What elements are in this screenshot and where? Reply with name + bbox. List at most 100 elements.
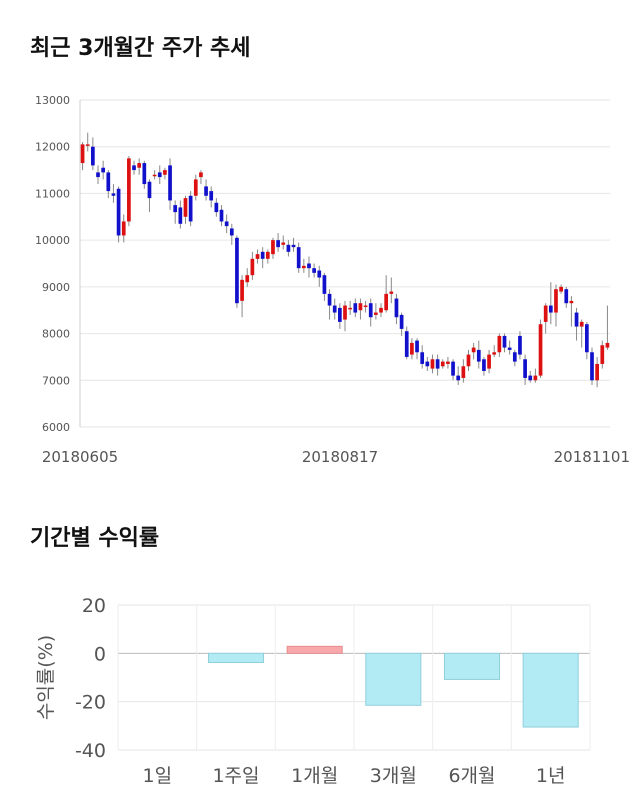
candle-body xyxy=(492,352,497,355)
candle-body xyxy=(224,221,229,227)
return-bar-5 xyxy=(443,652,501,680)
y-tick-label: 8000 xyxy=(42,328,70,341)
candle-body xyxy=(80,144,85,164)
x-category-label: 1개월 xyxy=(291,765,338,787)
candle-body xyxy=(332,305,337,313)
candle-body xyxy=(518,335,522,355)
candle-body xyxy=(600,345,605,364)
candle-body xyxy=(523,359,527,378)
y-tick-label: 0 xyxy=(94,643,106,665)
x-tick-label: 20180605 xyxy=(42,448,118,466)
candle-body xyxy=(178,207,183,224)
candle-body xyxy=(435,359,440,369)
x-tick-label: 20180817 xyxy=(302,448,378,466)
candle-body xyxy=(106,172,111,192)
candle-body xyxy=(363,305,368,308)
candle-body xyxy=(265,251,270,259)
candle-body xyxy=(219,209,224,222)
candle-body xyxy=(101,167,106,173)
candle-body xyxy=(368,303,373,318)
candle-body xyxy=(343,305,347,320)
candle-body xyxy=(456,375,461,381)
candle-body xyxy=(204,186,208,196)
candle-body xyxy=(579,321,584,327)
period-return-bar-chart: -40 -20 0 20 1일 1주일 1개월 3개월 6개월 1년 수익률(%) xyxy=(35,595,591,787)
y-tick-label: 12000 xyxy=(35,141,70,154)
y-tick-label: 20 xyxy=(82,595,106,617)
candle-body xyxy=(296,247,301,269)
candle-body xyxy=(543,305,548,322)
x-category-label: 6개월 xyxy=(448,765,495,787)
candle-body xyxy=(214,202,219,213)
y-tick-label: 7000 xyxy=(42,374,70,387)
candle-body xyxy=(590,352,594,381)
candle-body xyxy=(163,170,167,175)
candle-body xyxy=(312,268,316,273)
candle-body xyxy=(121,221,126,236)
candle-body xyxy=(358,303,363,311)
y-tick-label: 11000 xyxy=(35,187,70,200)
candle-body xyxy=(116,188,121,236)
candle-body xyxy=(538,324,543,376)
candle-body xyxy=(322,275,327,294)
candle-body xyxy=(440,361,445,367)
candle-body xyxy=(199,172,203,178)
candle-body xyxy=(173,205,178,213)
candle-body xyxy=(554,289,558,313)
candle-body xyxy=(451,361,455,376)
candle-body xyxy=(374,312,378,315)
candle-body xyxy=(255,254,260,259)
candle-body xyxy=(188,195,193,222)
candle-body xyxy=(111,193,116,196)
candle-body xyxy=(147,181,152,199)
candle-body xyxy=(157,172,162,178)
candle-body xyxy=(461,366,466,378)
candle-body xyxy=(317,270,322,278)
candle-body xyxy=(497,335,502,353)
candle-body xyxy=(286,244,291,252)
y-tick-label: 6000 xyxy=(42,421,70,434)
candle-body xyxy=(183,198,188,217)
candle-body xyxy=(281,242,286,245)
candle-body xyxy=(548,305,553,313)
candle-body xyxy=(137,163,142,168)
return-bar-2 xyxy=(207,652,265,664)
candle-body xyxy=(327,293,332,306)
candle-body xyxy=(430,359,435,369)
x-tick-label: 20181101 xyxy=(554,448,630,466)
return-bar-4 xyxy=(365,652,422,706)
candle-body xyxy=(410,342,414,355)
candle-body xyxy=(574,312,579,327)
candle-body xyxy=(466,354,471,367)
candle-body xyxy=(193,179,198,196)
candle-body xyxy=(394,298,399,318)
candle-body xyxy=(399,314,404,329)
candle-body xyxy=(132,165,136,171)
candle-body xyxy=(425,361,430,367)
candle-body xyxy=(152,174,157,177)
candle-body xyxy=(389,291,394,294)
y-tick-label: -20 xyxy=(75,692,106,714)
x-category-label: 1주일 xyxy=(212,765,259,787)
y-tick-label: 9000 xyxy=(42,281,70,294)
price-candlestick-chart: 6000 7000 8000 9000 10000 11000 12000 13000 2018… xyxy=(35,94,630,466)
y-axis-label: 수익률(%) xyxy=(35,635,57,720)
candle-body xyxy=(229,228,234,236)
period-return-title: 기간별 수익률 xyxy=(30,526,160,551)
return-bar-6 xyxy=(522,652,579,728)
candle-body xyxy=(533,375,538,381)
candle-body xyxy=(291,244,296,248)
candle-body xyxy=(209,191,214,201)
candle-body xyxy=(301,265,306,269)
candle-body xyxy=(271,240,275,255)
candle-body xyxy=(127,158,131,222)
candle-body xyxy=(379,307,383,313)
candle-body xyxy=(404,331,409,357)
candle-body xyxy=(353,303,358,313)
candle-body xyxy=(482,359,486,371)
candle-body xyxy=(260,251,265,259)
y-tick-label: 10000 xyxy=(35,234,70,247)
candle-body xyxy=(348,307,352,310)
candle-body xyxy=(605,342,610,348)
candle-body xyxy=(415,340,419,353)
